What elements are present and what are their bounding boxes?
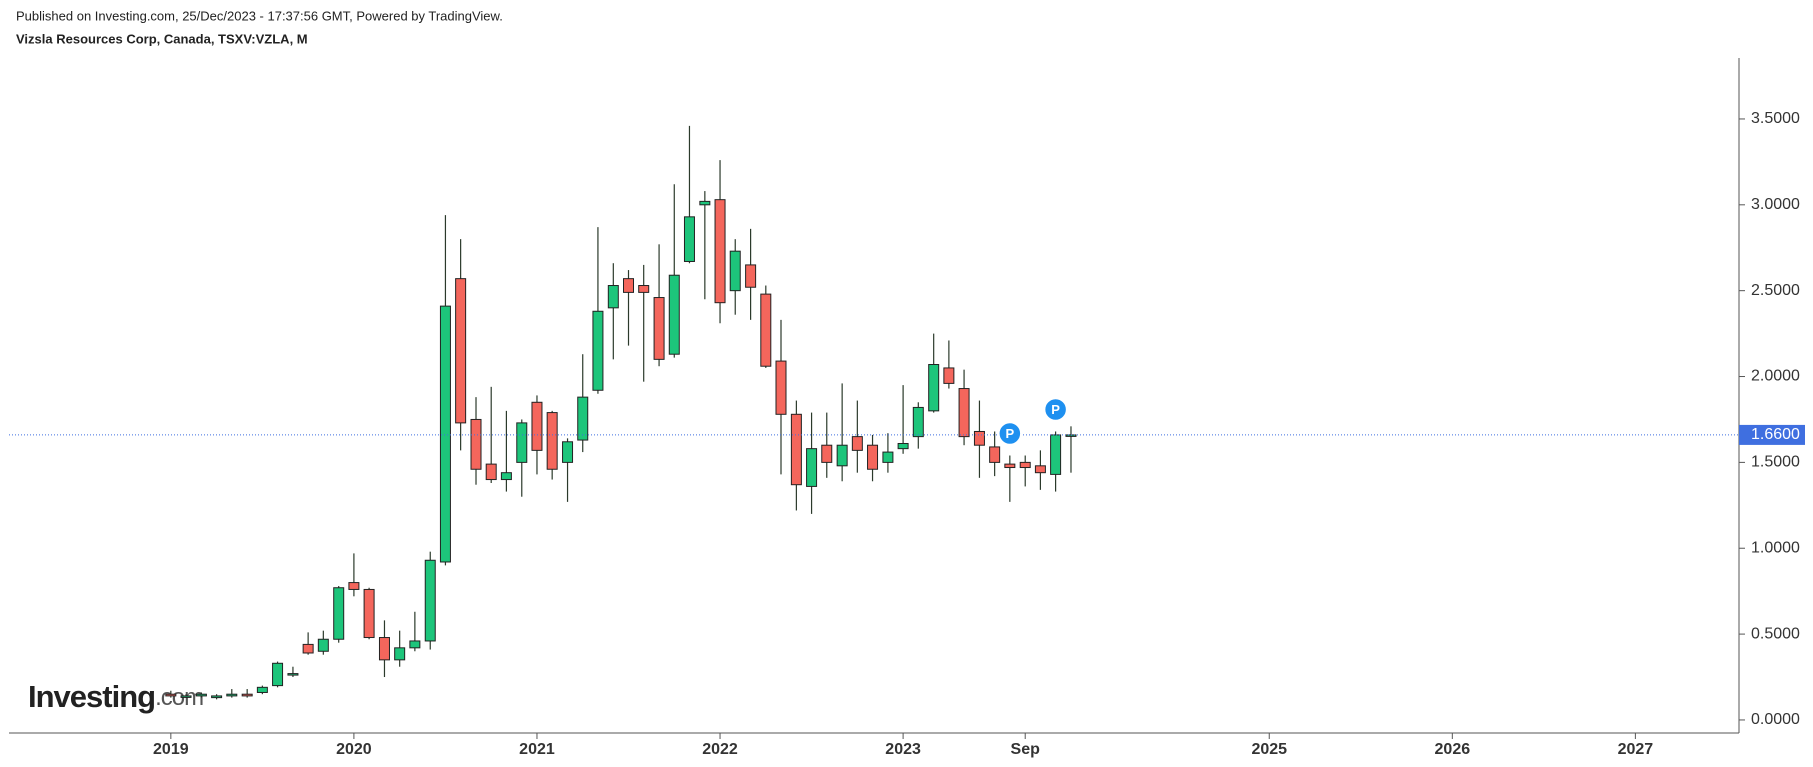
candle-body <box>683 216 695 262</box>
candle-body <box>272 662 284 687</box>
candle-body <box>287 673 299 676</box>
candle-body <box>363 588 375 639</box>
candle-body <box>241 693 253 697</box>
candle-body <box>806 448 818 487</box>
last-price-label: 1.6600 <box>1751 426 1800 443</box>
x-tick-label: 2027 <box>1618 741 1654 758</box>
logo-name: Investing <box>28 679 155 714</box>
candle-body <box>317 638 329 652</box>
event-marker <box>998 421 1022 446</box>
candle-body <box>668 274 680 355</box>
candle-body <box>989 446 1001 463</box>
logo: Investing.com <box>28 679 203 714</box>
x-tick-label: 2021 <box>519 741 555 758</box>
candle-body <box>897 442 909 450</box>
x-tick-label: 2020 <box>336 741 372 758</box>
candle-body <box>211 695 223 699</box>
y-tick-label: 1.0000 <box>1751 539 1800 556</box>
candle-body <box>1065 434 1077 437</box>
candle-body <box>943 367 955 384</box>
candle-body <box>500 472 512 481</box>
x-tick-label: 2019 <box>153 741 189 758</box>
candle-body <box>1019 461 1031 469</box>
candle-body <box>516 422 528 463</box>
candle-body <box>165 693 177 697</box>
candle-body <box>699 200 711 206</box>
candle-body <box>867 444 879 470</box>
y-tick-label: 3.0000 <box>1751 196 1800 213</box>
candle-body <box>226 693 238 697</box>
candle-body <box>714 199 726 304</box>
candle-body <box>439 305 451 563</box>
candle-body <box>409 640 421 649</box>
candle-body <box>851 436 863 451</box>
candle-body <box>790 413 802 486</box>
candle-body <box>562 441 574 463</box>
x-tick-label: 2026 <box>1435 741 1471 758</box>
candle-body <box>485 463 497 481</box>
candle-body <box>378 637 390 661</box>
y-tick-label: 2.0000 <box>1751 368 1800 385</box>
candle-body <box>195 693 207 697</box>
candle-body <box>470 418 482 470</box>
candle-body <box>836 444 848 467</box>
y-tick-label: 0.0000 <box>1751 711 1800 728</box>
logo-suffix: .com <box>155 684 203 711</box>
candle-body <box>333 587 345 640</box>
candle-body <box>394 647 406 661</box>
candle-body <box>1050 434 1062 475</box>
candle-body <box>592 310 604 391</box>
x-tick-label: 2022 <box>702 741 738 758</box>
candle-body <box>577 396 589 441</box>
event-marker-label: P <box>1051 402 1060 417</box>
candle-body <box>1034 465 1046 474</box>
candle-body <box>912 406 924 438</box>
candle-body <box>531 401 543 451</box>
candle-body <box>638 285 650 293</box>
candle-body <box>455 278 467 424</box>
event-marker <box>1043 397 1068 422</box>
candle-body <box>424 559 436 642</box>
candle-body <box>760 293 772 367</box>
published-note: Published on Investing.com, 25/Dec/2023 … <box>16 8 503 23</box>
candle-body <box>958 388 970 438</box>
y-tick-label: 2.5000 <box>1751 282 1800 299</box>
candle-body <box>745 264 757 288</box>
x-tick-label: 2023 <box>885 741 921 758</box>
candle-body <box>607 285 619 309</box>
candle-body <box>1004 463 1016 469</box>
x-tick-label: 2025 <box>1251 741 1287 758</box>
last-price-box <box>1739 424 1805 445</box>
candle-body <box>546 412 558 470</box>
candle-body <box>729 250 741 292</box>
candle-body <box>180 695 192 698</box>
event-marker-label: P <box>1006 426 1015 441</box>
y-tick-label: 0.5000 <box>1751 625 1800 642</box>
candle-body <box>348 582 360 590</box>
y-tick-label: 3.5000 <box>1751 110 1800 127</box>
candle-body <box>775 360 787 415</box>
candle-body <box>256 686 268 693</box>
candle-body <box>973 430 985 446</box>
candle-body <box>821 444 833 463</box>
candle-body <box>928 364 940 412</box>
candle-body <box>653 297 665 360</box>
candle-body <box>882 451 894 463</box>
candle-body <box>302 643 314 654</box>
x-tick-label: Sep <box>1011 741 1041 758</box>
candle-body <box>623 278 635 293</box>
y-tick-label: 1.5000 <box>1751 454 1800 471</box>
instrument-title: Vizsla Resources Corp, Canada, TSXV:VZLA… <box>16 31 308 46</box>
